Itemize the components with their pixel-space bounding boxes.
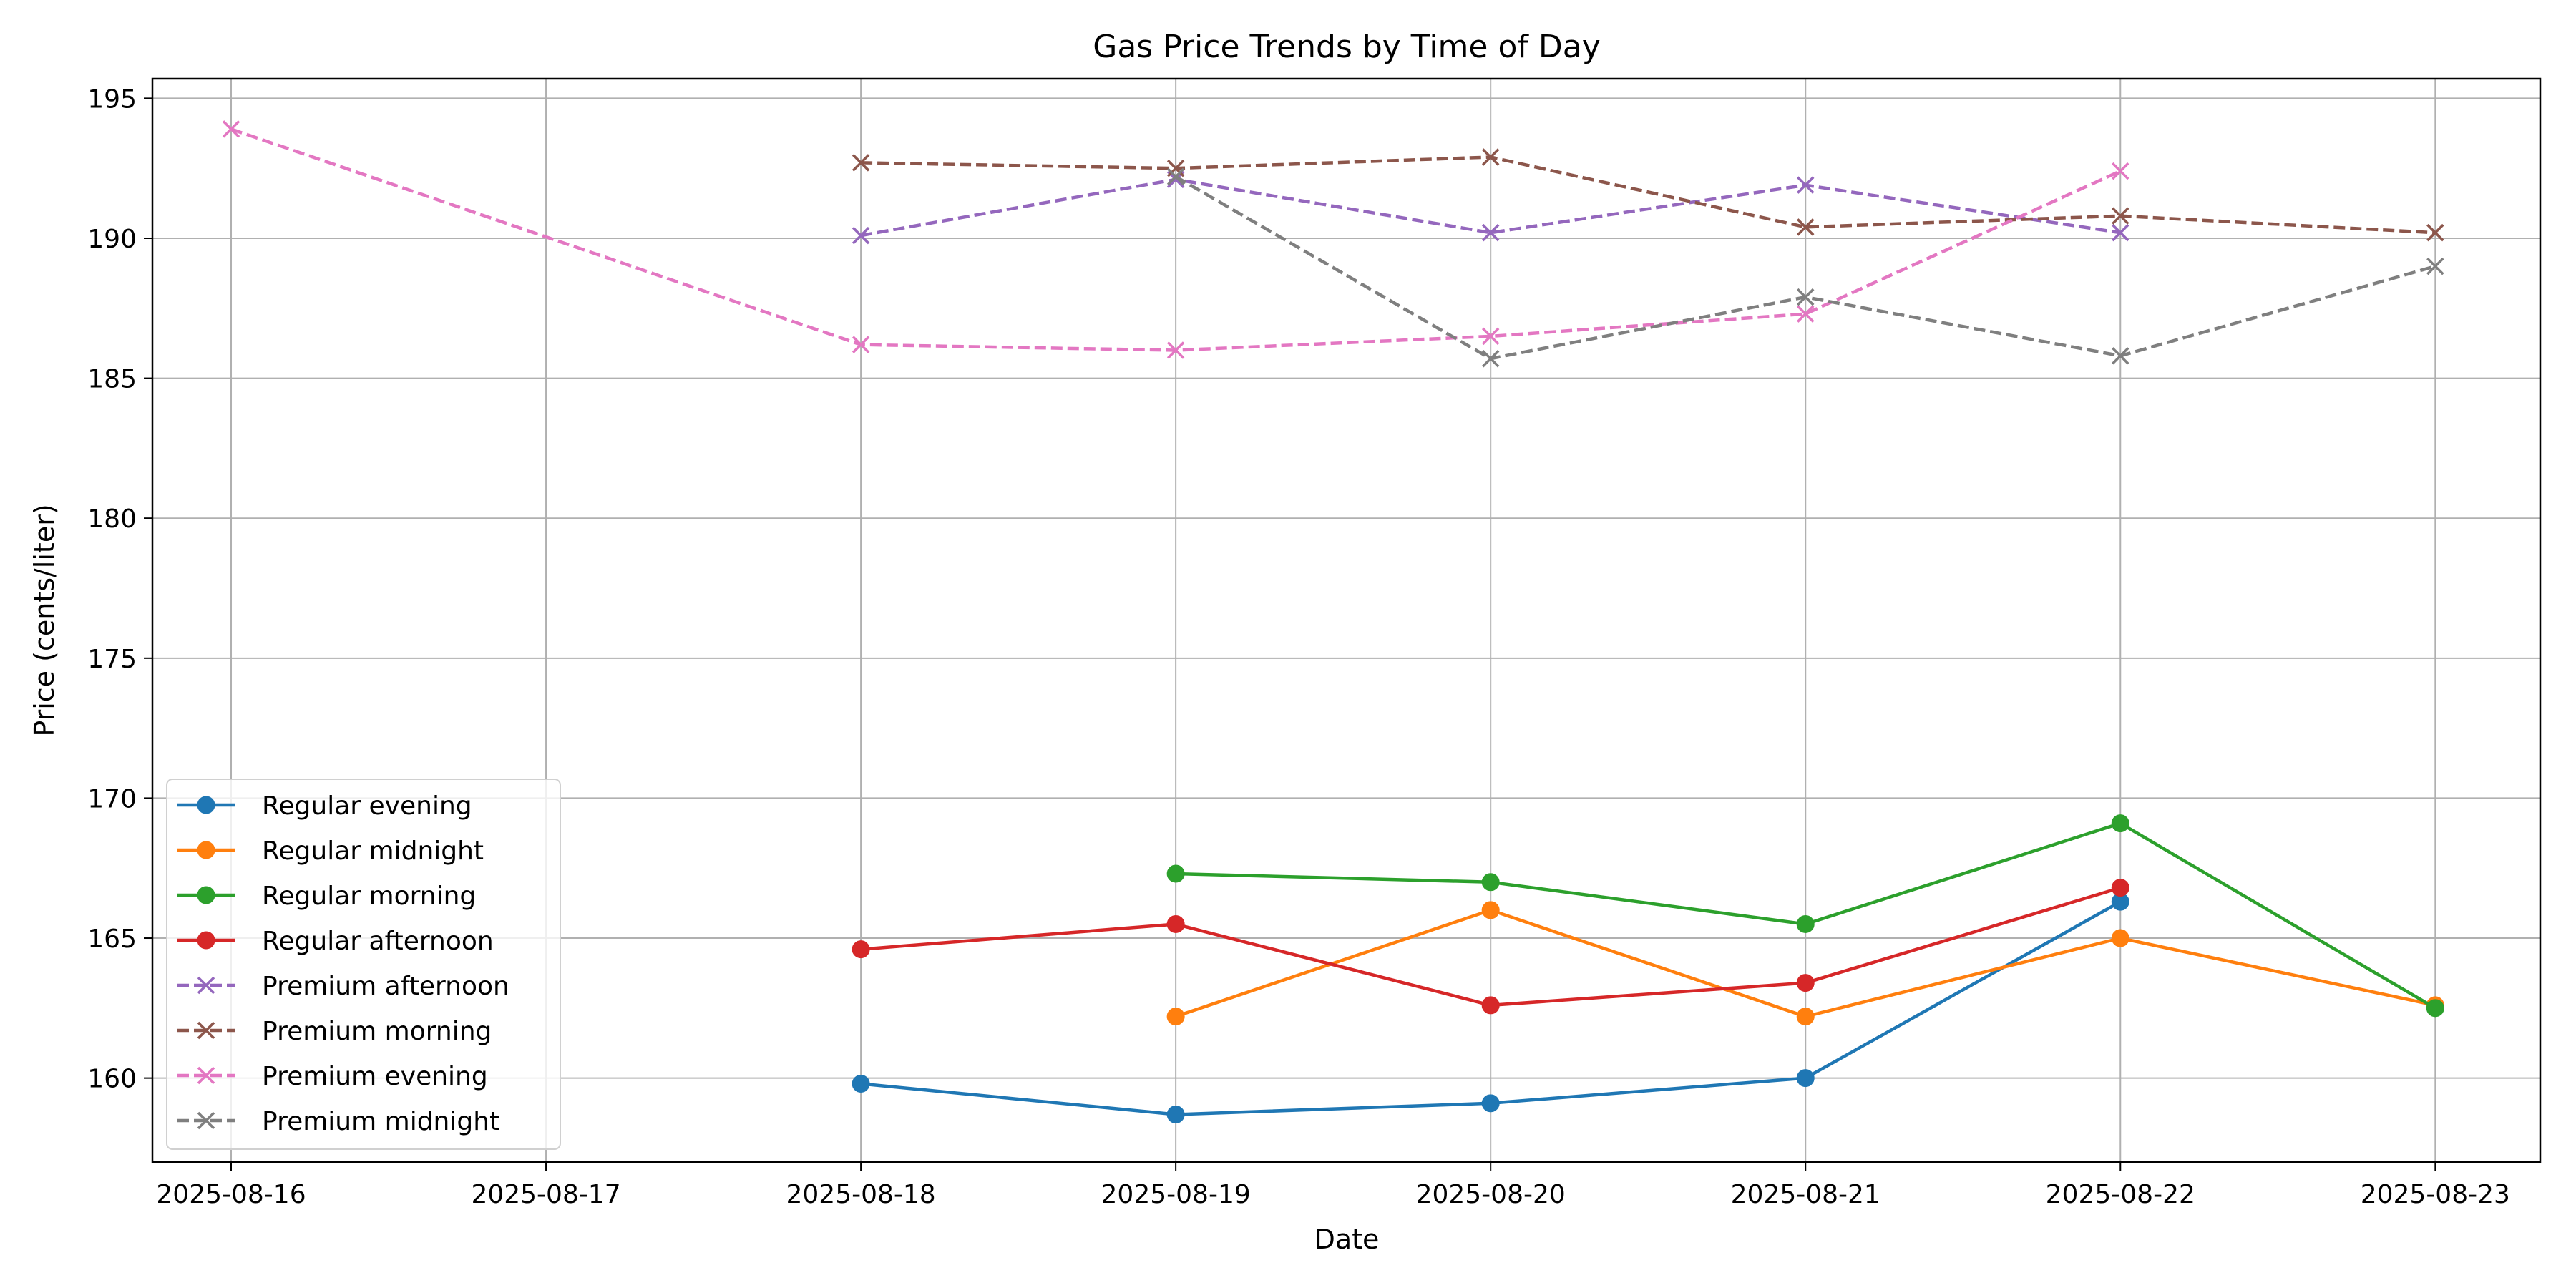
- legend-label: Regular morning: [262, 882, 476, 911]
- data-point-premium-evening: [852, 336, 870, 353]
- data-point-regular-afternoon: [1481, 996, 1500, 1015]
- data-point-regular-morning: [2111, 814, 2129, 833]
- data-point-regular-morning: [2426, 999, 2444, 1018]
- data-point-premium-midnight: [1796, 288, 1815, 306]
- x-tick-label: 2025-08-16: [156, 1180, 306, 1209]
- data-point-regular-afternoon: [1166, 914, 1185, 933]
- series-line-premium-evening: [230, 127, 2122, 352]
- y-tick-label: 180: [87, 504, 137, 534]
- x-tick-label: 2025-08-22: [2046, 1180, 2195, 1209]
- y-tick-label: 160: [87, 1065, 137, 1094]
- y-tick-label: 190: [87, 225, 137, 254]
- legend-label: Regular afternoon: [262, 927, 494, 956]
- data-point-premium-midnight: [2112, 347, 2129, 365]
- data-point-regular-afternoon: [852, 940, 870, 959]
- series-premium-midnight: [1166, 167, 2444, 368]
- data-point-premium-midnight: [2426, 257, 2444, 275]
- legend: Regular evening Regular midnight Regular m…: [166, 779, 561, 1150]
- x-tick-label: 2025-08-21: [1731, 1180, 1880, 1209]
- x-tick-label: 2025-08-23: [2361, 1180, 2510, 1209]
- data-point-regular-midnight: [2111, 929, 2129, 947]
- data-point-regular-morning: [1796, 914, 1815, 933]
- legend-item-regular-morning: Regular morning: [177, 882, 476, 911]
- y-tick-label: 175: [87, 645, 137, 674]
- legend-label: Regular evening: [262, 791, 472, 821]
- data-point-premium-midnight: [1166, 167, 1185, 186]
- data-point-regular-evening: [1796, 1069, 1815, 1088]
- data-point-regular-afternoon: [1796, 974, 1815, 992]
- y-tick-label: 195: [87, 84, 137, 114]
- data-point-premium-afternoon: [1796, 176, 1815, 194]
- y-axis-ticks: 160 165 170 175 180 185 190 195: [87, 84, 152, 1094]
- series-regular-evening: [852, 892, 2129, 1123]
- data-point-regular-morning: [1166, 864, 1185, 883]
- data-point-regular-midnight: [1481, 901, 1500, 919]
- series-line-premium-afternoon: [860, 177, 2121, 238]
- chart-title: Gas Price Trends by Time of Day: [1093, 29, 1601, 65]
- data-point-regular-evening: [1166, 1105, 1185, 1123]
- legend-item-premium-midnight: Premium midnight: [177, 1107, 499, 1136]
- series-line-premium-morning: [861, 155, 2436, 235]
- data-point-premium-evening: [1481, 327, 1500, 346]
- legend-box: [166, 779, 561, 1150]
- legend-swatch-marker: [197, 1066, 215, 1085]
- data-point-premium-afternoon: [1481, 223, 1500, 242]
- data-point-premium-evening: [1166, 341, 1185, 359]
- series-premium-morning: [852, 148, 2444, 242]
- legend-item-premium-afternoon: Premium afternoon: [177, 972, 509, 1001]
- legend-swatch-marker: [197, 886, 215, 904]
- y-tick-label: 165: [87, 924, 137, 954]
- x-tick-label: 2025-08-19: [1101, 1180, 1251, 1209]
- data-point-premium-morning: [2112, 207, 2129, 225]
- y-tick-label: 170: [87, 784, 137, 814]
- series-premium-evening: [222, 120, 2129, 359]
- legend-swatch-marker: [197, 796, 215, 814]
- x-tick-label: 2025-08-17: [471, 1180, 620, 1209]
- y-axis-label: Price (cents/liter): [29, 504, 60, 736]
- x-tick-label: 2025-08-18: [786, 1180, 935, 1209]
- data-point-premium-morning: [852, 154, 870, 172]
- x-axis-ticks: 2025-08-16 2025-08-17 2025-08-18 2025-08-19…: [156, 1162, 2510, 1209]
- data-point-premium-morning: [1796, 218, 1815, 236]
- legend-swatch-marker: [197, 931, 215, 950]
- data-point-regular-morning: [1481, 873, 1500, 892]
- data-point-regular-midnight: [1796, 1008, 1815, 1026]
- x-axis-label: Date: [1314, 1224, 1380, 1255]
- data-point-premium-evening: [1796, 305, 1815, 323]
- data-point-premium-morning: [1166, 159, 1185, 177]
- legend-swatch-marker: [197, 1111, 215, 1130]
- data-point-regular-afternoon: [2111, 879, 2129, 897]
- legend-label: Premium midnight: [262, 1107, 499, 1136]
- x-tick-label: 2025-08-20: [1416, 1180, 1566, 1209]
- data-point-regular-evening: [852, 1074, 870, 1093]
- series-regular-afternoon: [852, 879, 2129, 1015]
- data-point-premium-afternoon: [2112, 223, 2129, 242]
- data-point-premium-morning: [1481, 148, 1500, 166]
- data-point-regular-midnight: [1166, 1008, 1185, 1026]
- legend-item-premium-morning: Premium morning: [177, 1017, 492, 1046]
- legend-label: Premium morning: [262, 1017, 492, 1046]
- legend-item-regular-evening: Regular evening: [177, 791, 472, 821]
- legend-swatch-marker: [197, 841, 215, 859]
- series-regular-morning: [1166, 814, 2444, 1018]
- series-premium-afternoon: [852, 170, 2129, 245]
- data-point-premium-midnight: [1481, 349, 1500, 368]
- series-layer: [222, 120, 2444, 1123]
- plot-area-frame: [151, 77, 2542, 1163]
- legend-label: Regular midnight: [262, 836, 484, 866]
- legend-swatch-marker: [197, 1021, 215, 1040]
- legend-label: Premium evening: [262, 1062, 488, 1091]
- legend-item-regular-afternoon: Regular afternoon: [177, 927, 494, 956]
- data-point-premium-evening: [2112, 162, 2129, 180]
- data-point-premium-afternoon: [852, 226, 870, 245]
- data-point-premium-morning: [2426, 223, 2444, 242]
- legend-item-regular-midnight: Regular midnight: [177, 836, 484, 866]
- y-tick-label: 185: [87, 365, 137, 394]
- legend-label: Premium afternoon: [262, 972, 509, 1001]
- data-point-premium-evening: [222, 120, 240, 138]
- legend-item-premium-evening: Premium evening: [177, 1062, 488, 1091]
- legend-swatch-marker: [197, 976, 215, 995]
- data-point-regular-evening: [1481, 1094, 1500, 1113]
